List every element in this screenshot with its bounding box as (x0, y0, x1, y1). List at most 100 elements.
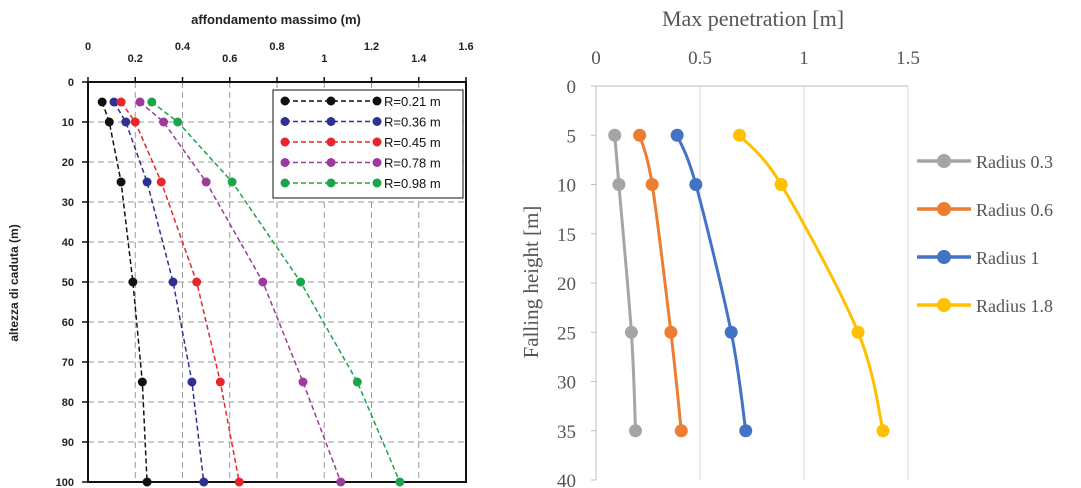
left-series-r-0-45-m (116, 97, 244, 487)
right-data-point (633, 128, 647, 142)
right-data-point (724, 325, 738, 339)
right-data-point (733, 128, 747, 142)
right-chart-title: Max penetration [m] (662, 6, 844, 31)
right-series-line (613, 135, 638, 431)
right-legend-item: Radius 1 (917, 248, 1040, 268)
left-legend-marker (280, 117, 290, 126)
left-data-point (116, 97, 126, 107)
left-legend-marker (280, 158, 290, 167)
left-chart-x-ticks: 0 0.2 0.4 0.6 0.8 1 1.2 1.4 1.6 (85, 41, 474, 82)
left-legend-marker (280, 178, 290, 188)
right-series-radius-1-8 (733, 128, 890, 438)
right-y-tick-label: 15 (557, 225, 576, 246)
left-data-point (128, 277, 138, 287)
right-series-line (738, 134, 885, 432)
right-data-point (739, 424, 753, 438)
left-data-point (173, 117, 183, 127)
right-series-line (675, 134, 748, 431)
right-y-tick-label: 20 (557, 274, 576, 295)
left-chart-legend: R=0.21 m R=0.36 m R=0.45 m R=0.78 m R=0.98 m (272, 89, 464, 199)
right-x-tick-label: 0.5 (688, 48, 712, 69)
left-x-tick-label: 1.2 (364, 41, 379, 53)
left-legend-marker (372, 137, 382, 147)
left-legend-marker (326, 158, 336, 167)
right-data-point (670, 128, 684, 142)
left-legend-marker (280, 96, 290, 106)
right-chart: Max penetration [m] Falling height [m] 0… (519, 6, 1053, 488)
left-legend-item: R=0.21 m (280, 94, 441, 109)
left-legend-label: R=0.21 m (384, 94, 441, 109)
right-legend-item: Radius 1.8 (917, 296, 1053, 316)
right-legend-item: Radius 0.3 (917, 152, 1053, 172)
right-legend-label: Radius 0.6 (976, 200, 1053, 220)
left-x-tick-label: 0.4 (175, 41, 191, 53)
left-legend-marker (326, 117, 336, 126)
right-y-tick-label: 40 (557, 471, 576, 488)
right-data-point (624, 325, 638, 339)
left-series-r-0-98-m (147, 97, 405, 487)
right-chart-ylabel: Falling height [m] (519, 206, 543, 359)
right-chart-series (608, 128, 890, 438)
left-x-tick-label: 0.8 (269, 41, 284, 53)
left-y-tick-label: 80 (62, 397, 74, 409)
left-data-point (201, 177, 211, 187)
left-x-tick-label: 0.6 (222, 53, 237, 65)
left-legend-item: R=0.98 m (280, 176, 441, 191)
right-series-radius-0-3 (608, 128, 643, 438)
left-x-tick-label: 0 (85, 41, 91, 53)
left-data-point (156, 177, 166, 187)
right-data-point (774, 178, 788, 191)
left-data-point (116, 177, 126, 187)
left-series-r-0-21-m (97, 97, 152, 487)
left-data-point (137, 377, 147, 387)
left-data-point (258, 277, 268, 287)
right-legend-marker (937, 250, 951, 264)
right-data-point (645, 178, 659, 191)
left-chart: affondamento massimo (m) altezza di cadu… (7, 12, 474, 488)
right-y-tick-label: 10 (557, 176, 576, 197)
left-chart-series (97, 97, 405, 487)
left-data-point (215, 377, 225, 387)
left-y-tick-label: 100 (56, 477, 74, 488)
left-legend-label: R=0.36 m (384, 115, 441, 130)
left-data-point (187, 377, 197, 387)
right-series-radius-0-6 (633, 128, 688, 438)
right-chart-grid (595, 85, 909, 480)
left-series-line (151, 101, 401, 483)
right-y-tick-label: 25 (557, 323, 576, 344)
left-data-point (142, 177, 152, 187)
left-legend-item: R=0.45 m (280, 135, 441, 150)
right-x-tick-label: 1 (799, 48, 809, 69)
left-legend-marker (280, 137, 290, 147)
left-y-tick-label: 10 (62, 117, 74, 129)
right-data-point (608, 128, 622, 142)
left-series-line (101, 101, 148, 483)
right-chart-legend: Radius 0.3 Radius 0.6 Radius 1 Radius 1.8 (917, 152, 1053, 316)
left-y-tick-label: 0 (68, 77, 74, 89)
left-legend-label: R=0.45 m (384, 135, 441, 150)
left-data-point (135, 97, 145, 107)
left-y-tick-label: 60 (62, 317, 74, 329)
right-chart-y-ticks: 0 5 10 15 20 25 30 35 40 (557, 77, 596, 488)
left-data-point (104, 117, 114, 127)
left-y-tick-label: 50 (62, 277, 74, 289)
left-chart-ylabel: altezza di caduta (m) (7, 224, 21, 341)
right-data-point (689, 178, 703, 191)
left-y-tick-label: 40 (62, 237, 74, 249)
right-data-point (612, 178, 626, 191)
left-series-r-0-36-m (109, 97, 209, 487)
left-chart-y-ticks: 0 10 20 30 40 50 60 70 80 90 100 (56, 77, 88, 488)
right-y-tick-label: 35 (557, 422, 576, 443)
right-y-tick-label: 0 (567, 77, 577, 98)
right-x-tick-label: 0 (591, 48, 601, 69)
left-data-point (192, 277, 202, 287)
left-data-point (227, 177, 237, 187)
left-legend-marker (326, 137, 336, 147)
right-series-radius-1 (670, 128, 753, 438)
right-series-line (638, 134, 683, 431)
left-data-point (159, 117, 169, 127)
left-data-point (199, 477, 209, 487)
right-legend-label: Radius 1 (976, 248, 1040, 268)
right-data-point (851, 325, 865, 339)
